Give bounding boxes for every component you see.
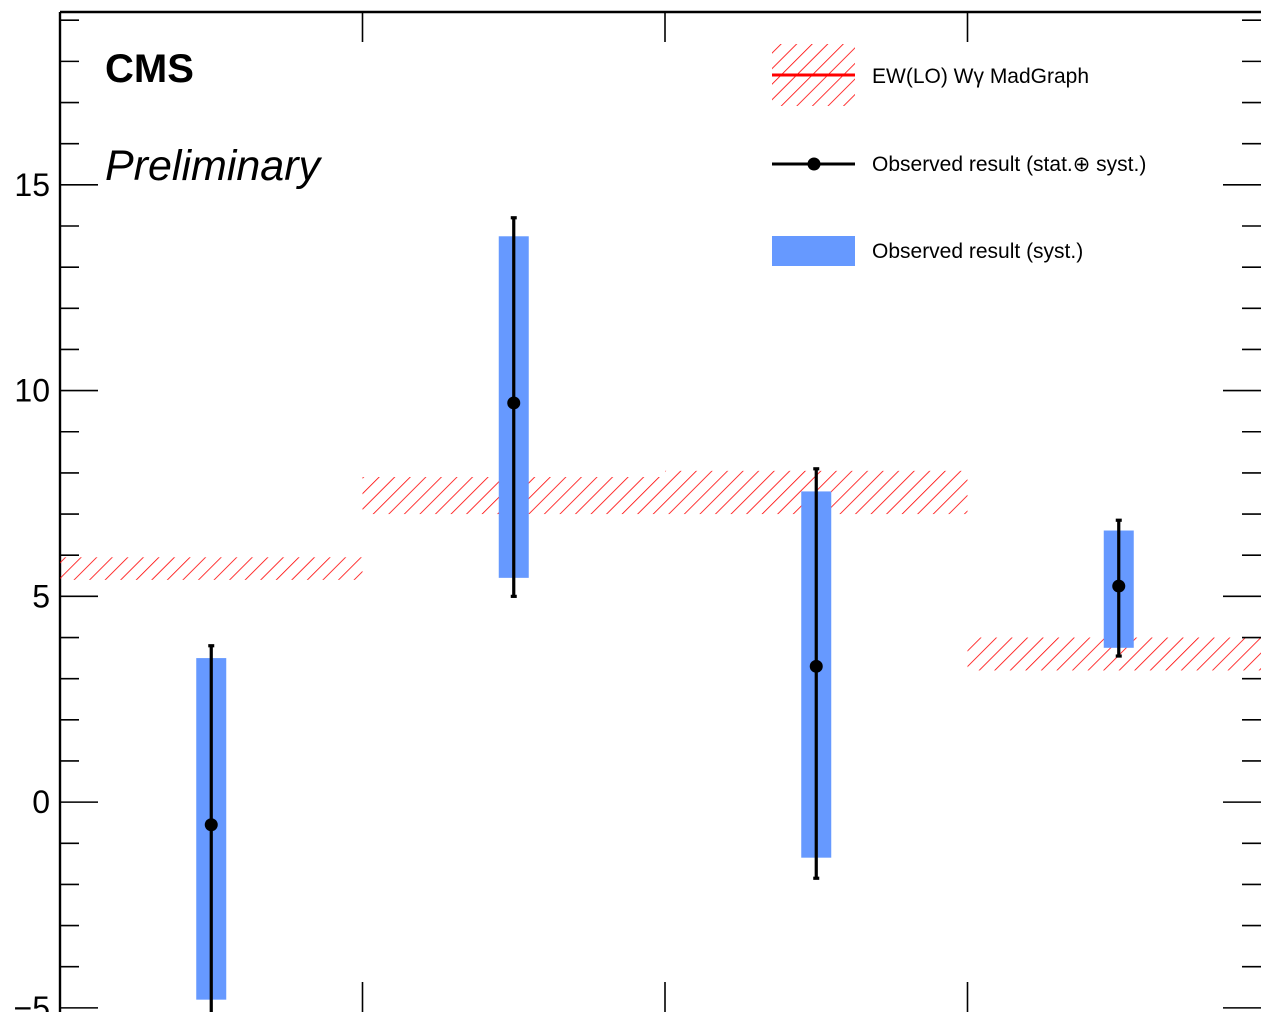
model-band-bin-0 — [60, 557, 363, 580]
observed-point-bin-3 — [1112, 518, 1126, 658]
syst-boxes — [196, 236, 1134, 1000]
preliminary-label: Preliminary — [105, 142, 323, 190]
plot-frame — [58, 10, 1261, 1012]
y-axis-tick-labels: −5 0 5 10 15 — [14, 167, 50, 1012]
observed-point-bin-2 — [809, 467, 823, 880]
y-tick-label: 0 — [32, 784, 50, 820]
observed-point-bin-0 — [204, 644, 218, 1012]
data-marker — [204, 818, 218, 832]
legend-entry-observed-syst: Observed result (syst.) — [772, 236, 1083, 266]
legend: EW(LO) Wγ MadGraph Observed result (stat… — [772, 44, 1146, 266]
y-tick-label: 10 — [14, 373, 50, 409]
observed-point-bin-1 — [507, 216, 521, 598]
legend-label-model: EW(LO) Wγ MadGraph — [872, 65, 1089, 88]
legend-label-observed-total: Observed result (stat.⊕ syst.) — [872, 153, 1146, 176]
legend-entry-model: EW(LO) Wγ MadGraph — [772, 44, 1089, 106]
y-tick-label: 15 — [14, 167, 50, 203]
legend-label-observed-syst: Observed result (syst.) — [872, 240, 1083, 263]
model-bands — [60, 470, 1261, 671]
y-tick-label: −5 — [14, 990, 50, 1012]
legend-entry-observed-total: Observed result (stat.⊕ syst.) — [772, 153, 1146, 176]
legend-syst-swatch — [772, 236, 855, 266]
axis-ticks — [60, 12, 1261, 1012]
cms-label: CMS — [105, 47, 194, 91]
data-marker — [507, 396, 521, 410]
y-tick-label: 5 — [32, 578, 50, 614]
data-marker — [809, 659, 823, 673]
legend-observed-marker — [807, 157, 821, 171]
data-marker — [1112, 579, 1126, 593]
observed-points — [204, 216, 1126, 1012]
